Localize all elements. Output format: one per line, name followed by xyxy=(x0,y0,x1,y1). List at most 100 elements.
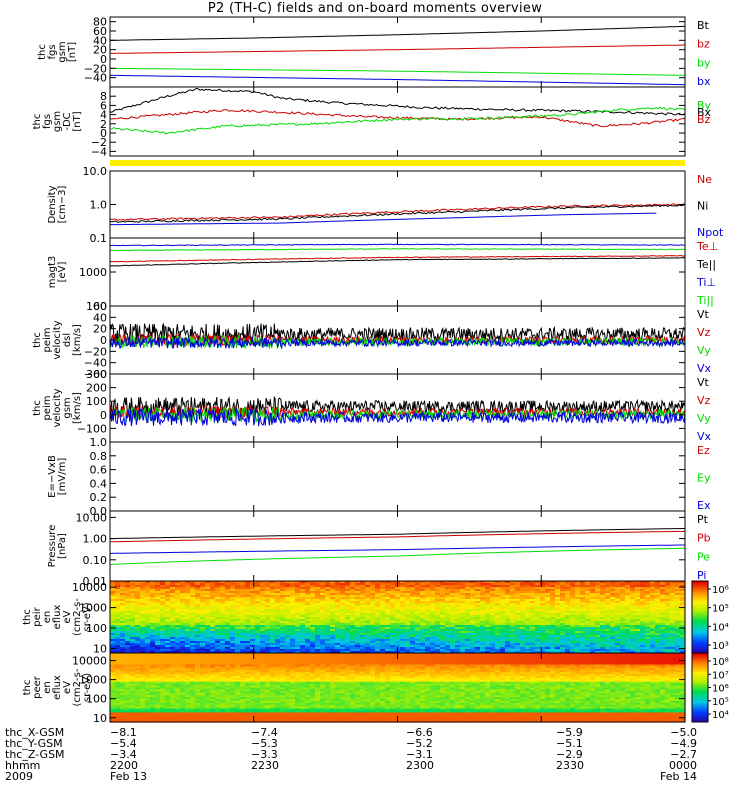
ytick-label: 60 xyxy=(93,300,107,313)
ytick-label: 8 xyxy=(100,90,107,103)
ylabel-fgs: gsm xyxy=(57,41,68,62)
ylabel-fgs: [nT] xyxy=(67,42,78,62)
legend-fgs-Bt: Bt xyxy=(697,19,710,32)
legend-fgs-bz: bz xyxy=(697,38,710,51)
ytick-label: 80 xyxy=(93,16,107,29)
ylabel-pressure: Pressure xyxy=(47,525,58,568)
panel-peer: 10 100 1000 10000 thc peer en eflux eV (cm2-s-sr-… xyxy=(22,653,686,725)
legend-fgs-bx: bx xyxy=(697,75,711,88)
ytick-label: 1.00 xyxy=(83,533,108,546)
colorbar-tick-label: 10⁸ xyxy=(712,657,729,668)
ylabel-peir: (cm2-s- xyxy=(72,598,83,636)
ytick-label: 60 xyxy=(93,25,107,38)
ytick-label: 10000 xyxy=(72,581,107,594)
series-pressure-Pt xyxy=(110,528,685,540)
series-velocity_dsl-Vx xyxy=(109,336,686,350)
legend-velocity_gsm-Vt: Vt xyxy=(697,376,710,389)
ylabel-fgs: fgs xyxy=(47,44,58,59)
ytick-label: 0.2 xyxy=(90,491,108,504)
series-velocity_gsm-Vy xyxy=(109,405,686,423)
ytick-label: 40 xyxy=(93,311,107,324)
ylabel-peer: (cm2-s- xyxy=(72,668,83,706)
colorbar-tick-label: 10⁴ xyxy=(712,710,729,721)
ytick-label: 20 xyxy=(93,44,107,57)
ytick-label: 20 xyxy=(93,323,107,336)
ytick-label: −100 xyxy=(77,422,107,435)
colorbar-tick-label: 10⁵ xyxy=(712,697,729,708)
ylabel-velocity_gsm: peim xyxy=(42,395,53,420)
ytick-label: 100 xyxy=(86,395,107,408)
ylabel-velocity_dsl: dsl xyxy=(62,333,73,347)
legend-fgs_dc-Bx: Bx xyxy=(697,106,712,119)
panel-frame xyxy=(109,170,686,239)
ytick-label: 0.4 xyxy=(90,477,108,490)
ytick-label: 10.00 xyxy=(76,511,108,524)
legend-fgs_dc-By: By xyxy=(697,99,712,112)
ytick-label: −40 xyxy=(84,357,107,370)
ytick-label: 1.0 xyxy=(90,199,108,212)
ylabel-density: [cm−3] xyxy=(57,186,68,224)
series-temp-Ti|| xyxy=(109,248,686,252)
legend-velocity_dsl-Vt: Vt xyxy=(697,308,710,321)
ylabel-temp: magt3 xyxy=(47,256,58,289)
legend-velocity_gsm-Vz: Vz xyxy=(697,394,711,407)
series-fgs_dc-Bz xyxy=(109,109,686,128)
ylabel-fgs_dc: -DC xyxy=(62,112,73,130)
legend-velocity_dsl-Vx: Vx xyxy=(697,362,712,375)
ylabel-peir: thc xyxy=(22,609,33,625)
legend-pressure-Pb: Pb xyxy=(697,532,711,545)
legend-velocity_dsl-Vz: Vz xyxy=(697,326,711,339)
series-fgs_dc-By xyxy=(109,106,686,135)
ylabel-velocity_dsl: [km/s] xyxy=(72,324,83,356)
panel-efield: 0.00.20.40.60.81.0 E=−VxB [mV/m] xyxy=(47,436,686,518)
ytick-label: 6 xyxy=(100,99,107,112)
legend-pressure-Pi: Pi xyxy=(697,569,706,582)
series-pressure-Pe xyxy=(109,547,685,565)
ylabel-fgs_dc: fgs xyxy=(42,114,53,129)
legend-temp-Ti⊥: Ti⊥ xyxy=(696,276,716,289)
ytick-label: 200 xyxy=(86,382,107,395)
panel-temp: 100 1000 magt3 [eV] xyxy=(47,238,686,313)
ylabel-peir: sr-eV) xyxy=(82,602,93,631)
series-fgs-Bt xyxy=(110,25,686,41)
ytick-label: 10 xyxy=(93,642,107,655)
ytick-label: −4 xyxy=(91,145,107,158)
series-fgs-bz xyxy=(110,44,685,54)
ytick-label: −60 xyxy=(84,368,107,381)
ytick-label: 1000 xyxy=(79,674,107,687)
ytick-label: 0.0 xyxy=(90,505,108,518)
colorbar-tick-label: 10⁴ xyxy=(712,622,729,633)
ytick-label: 100 xyxy=(86,300,107,313)
panel-pressure: 0.01 0.10 1.00 10.00 Pressure [nPa] xyxy=(47,511,686,588)
legend-efield-Ex: Ex xyxy=(697,499,711,512)
ylabel-peir: peir xyxy=(32,606,43,626)
legend-pressure-Pe: Pe xyxy=(697,550,710,563)
ylabel-temp: [eV] xyxy=(57,262,68,283)
ylabel-peir: en xyxy=(42,611,53,624)
ylabel-fgs_dc: thc xyxy=(32,114,43,130)
colorbar-tick-label: 10⁶ xyxy=(712,585,729,596)
ytick-label: 0 xyxy=(100,334,107,347)
series-velocity_dsl-Vt xyxy=(109,323,686,347)
legend-efield-Ez: Ez xyxy=(697,444,710,457)
ytick-label: 0 xyxy=(100,127,107,140)
ytick-label: 0.1 xyxy=(90,232,108,245)
ytick-label: −2 xyxy=(91,136,107,149)
ylabel-peer: thc xyxy=(22,680,33,696)
ytick-label: 1000 xyxy=(79,266,107,279)
ylabel-efield: [mV/m] xyxy=(57,458,68,496)
ylabel-velocity_dsl: thc xyxy=(32,332,43,348)
ylabel-velocity_gsm: gsm xyxy=(62,397,73,418)
ylabel-peer: sr-eV) xyxy=(82,673,93,702)
ytick-label: 10.0 xyxy=(83,165,108,178)
ylabel-density: Density xyxy=(47,185,58,223)
panel-density: 0.1 1.0 10.0 Density [cm−3] xyxy=(47,165,686,245)
series-fgs_dc-Bx xyxy=(109,87,686,116)
page-title: P2 (TH-C) fields and on-board moments ov… xyxy=(207,1,543,16)
ylabel-velocity_gsm: thc xyxy=(32,400,43,416)
ylabel-velocity_dsl: velocity xyxy=(52,320,63,359)
ytick-label: 0 xyxy=(100,53,107,66)
ytick-label: 0.10 xyxy=(83,554,108,567)
